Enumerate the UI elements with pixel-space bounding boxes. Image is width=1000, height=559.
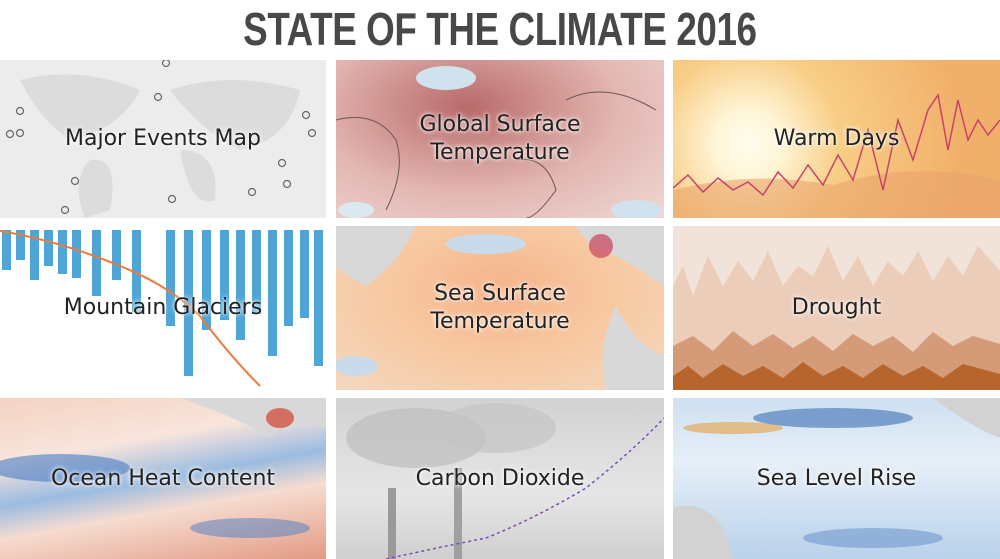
tile[interactable]: Warm Days [673,60,1000,218]
page-title: STATE OF THE CLIMATE 2016 [243,3,757,55]
tile[interactable]: Drought [673,226,1000,390]
tile-art [0,398,326,538]
tile-art [673,93,1000,218]
tile-label-wrap: Warm Days [673,60,1000,218]
tile[interactable]: Sea Surface Temperature [336,226,664,390]
tile-label-wrap: Sea Level Rise [673,398,1000,559]
tile-label-wrap: Sea Surface Temperature [336,226,664,390]
tile[interactable]: Ocean Heat Content [0,398,326,559]
tile-label: Warm Days [773,126,900,151]
tile-label-wrap: Ocean Heat Content [0,398,326,559]
tile-label: Drought [791,295,882,320]
tile[interactable]: Global Surface Temperature [336,60,664,218]
tile-label: Global Surface Temperature [419,112,581,165]
tile[interactable]: Carbon Dioxide [336,398,664,559]
tile-label: Sea Level Rise [756,465,917,491]
tile-art [673,246,1000,390]
tile-label: Mountain Glaciers [63,295,263,320]
header: STATE OF THE CLIMATE 2016 [0,0,1000,58]
tile-label: Major Events Map [65,126,261,151]
tile[interactable]: Major Events Map [0,60,326,218]
tile-art [346,403,664,559]
tile-label-wrap: Mountain Glaciers [0,226,326,390]
tile-label-wrap: Carbon Dioxide [336,398,664,559]
tile-label: Carbon Dioxide [415,465,585,491]
tile-label: Sea Surface Temperature [430,281,570,334]
tile-art [0,230,323,387]
tile-art [5,60,317,218]
tile-label-wrap: Drought [673,226,1000,390]
tile-art [336,66,661,218]
tile[interactable]: Mountain Glaciers [0,226,326,390]
tile-art [673,398,1000,559]
tile[interactable]: Sea Level Rise [673,398,1000,559]
tile-label-wrap: Global Surface Temperature [336,60,664,218]
tile-label: Ocean Heat Content [50,465,276,491]
tile-label-wrap: Major Events Map [0,60,326,218]
tile-art [336,226,664,390]
